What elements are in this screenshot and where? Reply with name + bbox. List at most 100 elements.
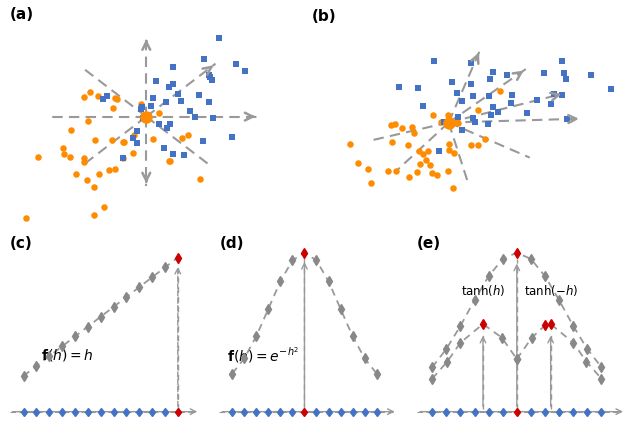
Point <box>391 121 401 128</box>
Point <box>165 158 175 165</box>
Point <box>412 169 422 176</box>
Point <box>138 114 148 121</box>
Point <box>420 157 431 164</box>
Point <box>33 154 43 161</box>
Point <box>447 79 457 86</box>
Point <box>403 141 413 148</box>
Point <box>162 99 172 106</box>
Point <box>539 69 549 76</box>
Point <box>177 134 187 141</box>
Text: (a): (a) <box>10 7 34 22</box>
Text: $\mathbf{f}(\mathit{h}) = \mathit{h}$: $\mathbf{f}(\mathit{h}) = \mathit{h}$ <box>41 347 93 363</box>
Point <box>110 165 120 172</box>
Point <box>453 119 463 126</box>
Point <box>173 91 183 98</box>
Point <box>118 138 128 145</box>
Point <box>522 109 532 116</box>
Point <box>132 128 142 134</box>
Point <box>99 204 109 210</box>
Point <box>205 73 215 80</box>
Point <box>493 109 503 116</box>
Point <box>427 169 437 176</box>
Point <box>423 148 433 154</box>
Point <box>429 58 439 64</box>
Point <box>168 81 178 87</box>
Point <box>391 167 401 174</box>
Point <box>204 71 214 78</box>
Point <box>93 170 104 177</box>
Point <box>136 106 146 112</box>
Point <box>154 120 164 127</box>
Point <box>108 105 118 112</box>
Point <box>83 117 93 124</box>
Point <box>428 112 438 118</box>
Point <box>185 108 195 114</box>
Point <box>586 72 596 78</box>
Point <box>107 137 118 143</box>
Point <box>154 109 164 116</box>
Text: (e): (e) <box>417 237 441 251</box>
Point <box>413 148 424 154</box>
Point <box>82 177 92 184</box>
Point <box>118 139 128 145</box>
Point <box>557 58 567 64</box>
Point <box>448 185 458 192</box>
Point <box>532 97 543 104</box>
Point <box>502 72 512 79</box>
Point <box>384 168 394 175</box>
Point <box>93 93 103 100</box>
Point <box>118 155 128 162</box>
Point <box>436 119 446 126</box>
Point <box>162 125 172 132</box>
Point <box>240 68 251 75</box>
Point <box>559 70 569 76</box>
Point <box>168 151 178 158</box>
Point <box>413 85 423 92</box>
Point <box>132 140 142 147</box>
Point <box>158 145 169 152</box>
Point <box>387 121 397 128</box>
Point <box>363 165 373 172</box>
Point <box>208 114 218 121</box>
Point <box>214 34 224 41</box>
Point <box>387 139 398 146</box>
Point <box>406 123 417 130</box>
Point <box>102 92 112 99</box>
Point <box>353 159 363 166</box>
Point <box>457 97 467 104</box>
Point <box>168 64 178 71</box>
Point <box>394 84 404 90</box>
Point <box>204 98 214 105</box>
Point <box>65 153 75 160</box>
Point <box>470 118 480 125</box>
Point <box>148 136 158 143</box>
Point <box>473 107 483 114</box>
Point <box>110 95 120 101</box>
Text: (c): (c) <box>10 237 32 251</box>
Point <box>151 78 162 84</box>
Point <box>434 147 445 154</box>
Point <box>453 114 463 121</box>
Point <box>410 130 420 137</box>
Point <box>190 114 200 121</box>
Point <box>71 171 81 178</box>
Point <box>546 101 556 108</box>
Point <box>66 127 76 134</box>
Text: (d): (d) <box>219 237 244 251</box>
Point <box>452 89 462 96</box>
Point <box>104 167 114 173</box>
Point <box>488 68 498 75</box>
Point <box>90 137 100 143</box>
Point <box>484 93 494 100</box>
Point <box>176 98 186 104</box>
Point <box>443 111 453 118</box>
Point <box>468 92 478 99</box>
Point <box>199 55 209 62</box>
Point <box>21 215 31 221</box>
Point <box>418 103 428 110</box>
Point <box>466 81 476 87</box>
Point <box>79 154 89 161</box>
Point <box>443 168 453 175</box>
Point <box>89 184 99 190</box>
Point <box>466 142 476 149</box>
